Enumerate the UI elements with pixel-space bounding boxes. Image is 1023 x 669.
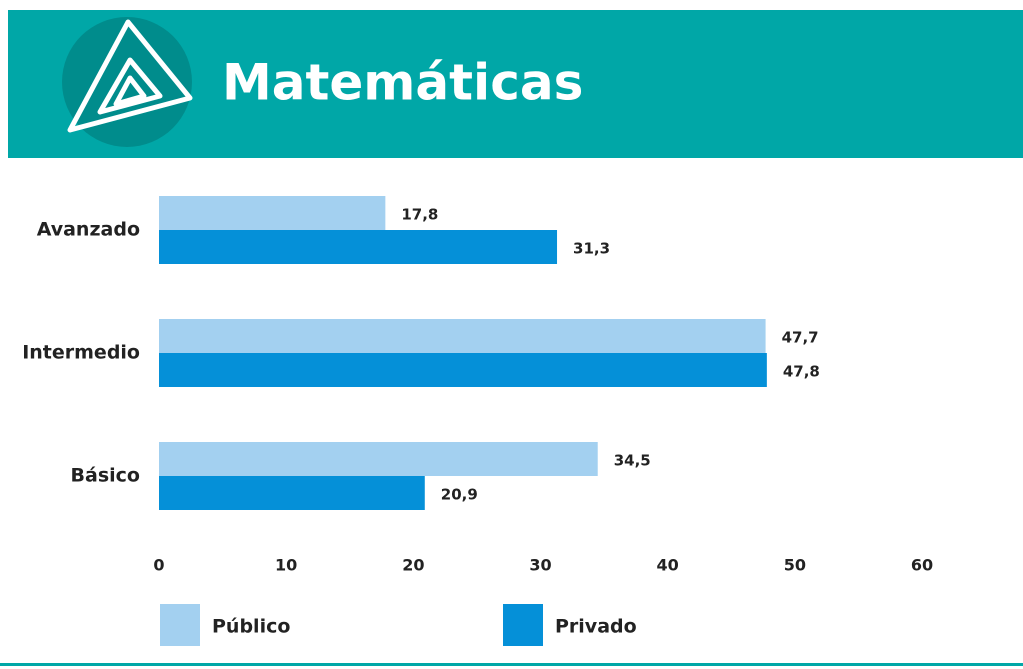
value-label: 34,5 — [614, 452, 651, 470]
bar — [159, 476, 425, 510]
y-tick-label: Básico — [71, 465, 140, 487]
x-tick-label: 0 — [153, 556, 164, 575]
bar — [159, 353, 767, 387]
y-tick-label: Intermedio — [22, 342, 140, 364]
legend-swatch — [160, 604, 200, 646]
value-label: 47,8 — [783, 363, 820, 381]
bar — [159, 230, 558, 264]
x-tick-label: 50 — [784, 556, 806, 575]
legend-label: Privado — [555, 616, 637, 638]
x-tick-label: 10 — [275, 556, 297, 575]
legend-swatch — [503, 604, 543, 646]
footer-line — [0, 663, 1023, 666]
x-tick-label: 60 — [911, 556, 933, 575]
bar — [159, 319, 766, 353]
x-tick-label: 30 — [529, 556, 551, 575]
bar — [159, 196, 386, 230]
legend-label: Público — [212, 616, 290, 638]
value-label: 17,8 — [401, 206, 438, 224]
value-label: 47,7 — [782, 329, 819, 347]
value-label: 31,3 — [573, 240, 610, 258]
bar — [159, 442, 598, 476]
icon-triangle — [67, 19, 193, 133]
x-tick-label: 20 — [402, 556, 424, 575]
chart-title: Matemáticas — [222, 54, 583, 112]
x-tick-label: 40 — [657, 556, 679, 575]
y-tick-label: Avanzado — [37, 219, 140, 241]
value-label: 20,9 — [441, 486, 478, 504]
